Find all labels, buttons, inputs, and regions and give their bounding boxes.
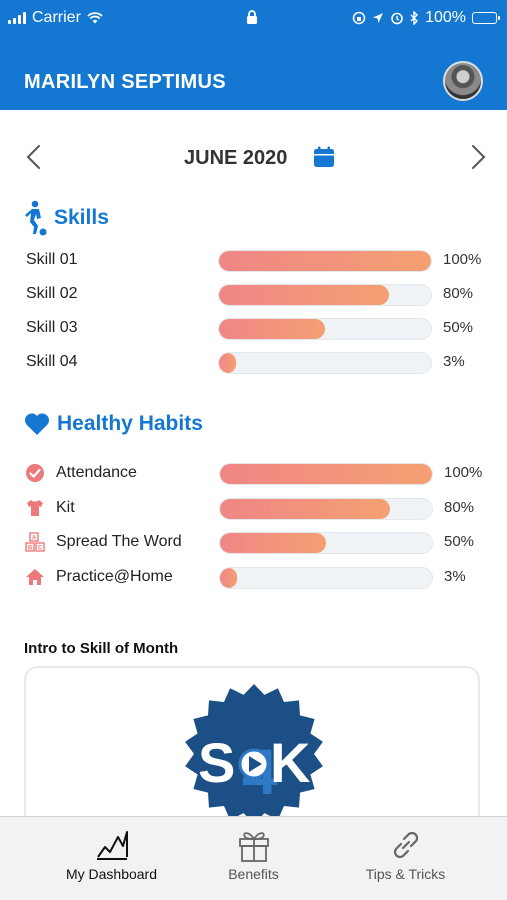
month-navigator: JUNE 2020 — [0, 138, 507, 178]
progress-bar-fill — [219, 353, 236, 373]
shirt-icon — [27, 499, 43, 516]
progress-bar — [218, 318, 432, 340]
carrier-label: Carrier — [32, 9, 81, 26]
skill-row: Skill 02 80% — [0, 281, 507, 311]
progress-percent: 3% — [444, 567, 466, 585]
dashboard-chart-icon — [97, 831, 128, 860]
check-circle-icon — [26, 464, 44, 482]
bluetooth-icon — [410, 11, 419, 25]
habit-row: Practice@Home 3% — [0, 564, 507, 594]
location-icon — [373, 13, 384, 23]
row-label: Skill 04 — [26, 353, 78, 370]
progress-bar — [219, 532, 433, 554]
progress-bar — [218, 352, 432, 374]
chevron-left-icon[interactable] — [22, 144, 48, 170]
tab-label: Tips & Tricks — [365, 866, 446, 882]
sok-logo-play-icon[interactable]: S 4 K — [182, 682, 326, 826]
intro-section-title: Intro to Skill of Month — [24, 640, 179, 657]
progress-bar-fill — [220, 464, 432, 484]
gift-icon — [239, 832, 269, 862]
wifi-icon — [87, 12, 103, 24]
avatar[interactable] — [443, 61, 483, 101]
progress-percent: 50% — [443, 319, 474, 336]
progress-bar — [219, 463, 433, 485]
app-header: Carrier — [0, 0, 507, 110]
skill-row: Skill 03 50% — [0, 315, 507, 345]
progress-percent: 3% — [443, 353, 465, 370]
progress-bar-fill — [220, 498, 390, 519]
skills-title: Skills — [54, 206, 109, 229]
progress-bar — [219, 566, 433, 589]
skill-row: Skill 04 3% — [0, 349, 507, 379]
orientation-lock-icon — [352, 11, 366, 25]
soccer-player-icon — [25, 200, 47, 236]
tab-my-dashboard[interactable]: My Dashboard — [27, 817, 196, 900]
tab-label: My Dashboard — [65, 866, 158, 882]
habits-title: Healthy Habits — [57, 412, 203, 435]
battery-percent: 100% — [425, 9, 466, 26]
lock-icon — [247, 10, 257, 24]
svg-text:A: A — [32, 536, 37, 542]
home-icon — [26, 568, 44, 585]
logo-letter-k: K — [270, 731, 310, 794]
bottom-tab-bar: My Dashboard Benefits Tips & Tricks — [0, 816, 507, 900]
chevron-right-icon[interactable] — [464, 144, 490, 170]
progress-bar-fill — [220, 567, 237, 588]
month-title: JUNE 2020 — [184, 147, 288, 169]
signal-icon — [8, 12, 26, 24]
abc-blocks-icon: AB C — [25, 532, 45, 552]
row-label: Skill 02 — [26, 285, 78, 302]
progress-bar-fill — [219, 285, 389, 305]
logo-letter-s: S — [198, 731, 235, 794]
habit-row: Kit 80% — [0, 495, 507, 525]
skill-row: Skill 01 100% — [0, 247, 507, 277]
tab-benefits[interactable]: Benefits — [169, 817, 338, 900]
svg-text:B: B — [28, 546, 33, 552]
progress-bar-fill — [220, 533, 326, 553]
progress-bar — [218, 250, 432, 272]
row-label: Kit — [56, 498, 75, 516]
tab-tips-and-tricks[interactable]: Tips & Tricks — [321, 817, 490, 900]
habits-section-header: Healthy Habits — [24, 412, 203, 436]
skills-section-header: Skills — [24, 200, 109, 236]
row-label: Attendance — [56, 464, 137, 481]
progress-percent: 80% — [444, 498, 475, 516]
row-label: Skill 01 — [26, 251, 78, 268]
alarm-icon — [391, 12, 403, 25]
progress-bar-fill — [219, 251, 431, 271]
progress-bar — [219, 497, 433, 520]
progress-percent: 80% — [443, 285, 474, 302]
status-bar: Carrier — [0, 0, 507, 38]
progress-bar-fill — [219, 319, 325, 339]
row-label: Practice@Home — [56, 567, 173, 585]
progress-percent: 50% — [444, 533, 475, 550]
heart-icon — [24, 413, 50, 435]
user-name: MARILYN SEPTIMUS — [24, 71, 226, 93]
progress-percent: 100% — [444, 464, 483, 481]
row-label: Spread The Word — [56, 533, 182, 550]
tab-label: Benefits — [228, 866, 279, 882]
habit-row: Attendance 100% — [0, 460, 507, 490]
calendar-icon[interactable] — [313, 146, 335, 168]
progress-percent: 100% — [443, 251, 482, 268]
habit-row: A B C Spread The Word 50% — [0, 529, 507, 559]
row-label: Skill 03 — [26, 319, 78, 336]
progress-bar — [218, 284, 432, 306]
battery-icon — [472, 12, 500, 24]
svg-text:C: C — [38, 546, 43, 552]
link-icon — [393, 831, 419, 859]
